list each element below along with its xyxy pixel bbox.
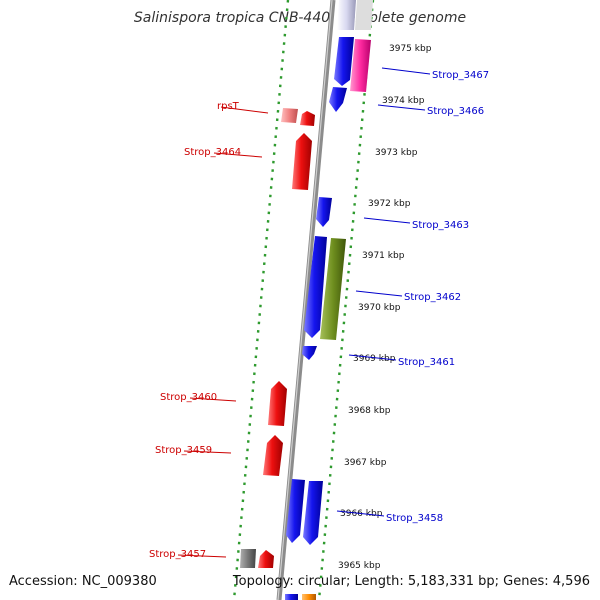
gene-label: Strop_3462 <box>404 292 461 303</box>
gene-label: Strop_3466 <box>427 106 484 117</box>
gene-Strop_3458-a <box>286 479 305 543</box>
gene-label-leaders <box>177 67 431 558</box>
feature-bottom-partial-blue <box>285 594 298 600</box>
label-leader <box>183 450 232 454</box>
gene-Strop_3461 <box>302 346 317 360</box>
label-leader <box>381 67 431 75</box>
gene-Strop_3457 <box>258 550 274 568</box>
ruler-label: 3965 kbp <box>338 561 381 571</box>
label-leader <box>355 290 403 297</box>
label-leader <box>177 554 227 558</box>
accession-label: Accession: NC_009380 <box>9 574 157 589</box>
gene-label: Strop_3458 <box>386 513 443 524</box>
gene-rpsT <box>300 111 315 126</box>
ruler-label: 3970 kbp <box>358 303 401 313</box>
gene-Strop_3467 <box>334 37 354 86</box>
ruler-label: 3973 kbp <box>375 148 418 158</box>
gene-labels: rpsT Strop_3464 Strop_3460 Strop_3459 Strop_… <box>149 70 489 560</box>
ruler-label: 3972 kbp <box>368 199 411 209</box>
ruler-label: 3967 kbp <box>344 458 387 468</box>
feature-Strop_3457-partner <box>240 549 256 568</box>
gene-Strop_3462 <box>304 236 327 338</box>
ruler-label: 3971 kbp <box>362 251 405 261</box>
map-title: Salinispora tropica CNB-440, complete ge… <box>133 10 467 26</box>
reverse-genes <box>285 37 371 600</box>
label-leader <box>189 397 237 402</box>
forward-genes <box>240 108 315 568</box>
ruler-label: 3974 kbp <box>382 96 425 106</box>
label-leader <box>377 104 426 111</box>
gene-label: Strop_3464 <box>184 147 241 158</box>
backbone-highlight <box>277 0 333 600</box>
label-leader <box>363 217 411 224</box>
gene-Strop_3459 <box>263 435 283 476</box>
feature-Strop_3467-pink <box>350 39 371 92</box>
label-leader <box>220 106 269 114</box>
feature-rpsT-rna <box>281 108 298 123</box>
tick-track-outer <box>232 0 290 600</box>
ruler-labels: 3975 kbp 3974 kbp 3973 kbp 3972 kbp 3971 kbp… <box>338 44 432 571</box>
feature-top-partial <box>337 0 373 30</box>
tick-track-inner <box>317 0 375 600</box>
gene-Strop_3463 <box>316 197 332 227</box>
gene-label: Strop_3459 <box>155 445 212 456</box>
gene-Strop_3460 <box>268 381 287 426</box>
gene-label: Strop_3460 <box>160 392 217 403</box>
gene-Strop_3464 <box>292 133 312 190</box>
topology-label: Topology: circular; Length: 5,183,331 bp… <box>232 574 590 589</box>
label-leader <box>213 152 263 158</box>
feature-bottom-partial-orange <box>302 594 316 600</box>
ruler-label: 3968 kbp <box>348 406 391 416</box>
feature-Strop_3462-olive <box>320 238 346 340</box>
label-leader <box>336 510 385 517</box>
gene-Strop_3458-b <box>303 481 323 545</box>
label-leader <box>348 354 397 361</box>
ruler-label: 3975 kbp <box>389 44 432 54</box>
gene-label: Strop_3467 <box>432 70 489 81</box>
genome-backbone <box>276 0 336 600</box>
gene-label: Strop_3461 <box>398 357 455 368</box>
gene-label: Strop_3463 <box>412 220 469 231</box>
ruler-label: 3969 kbp <box>353 354 396 364</box>
gene-label: Strop_3457 <box>149 549 206 560</box>
gene-label: rpsT <box>217 101 240 112</box>
gene-Strop_3466 <box>329 87 347 112</box>
